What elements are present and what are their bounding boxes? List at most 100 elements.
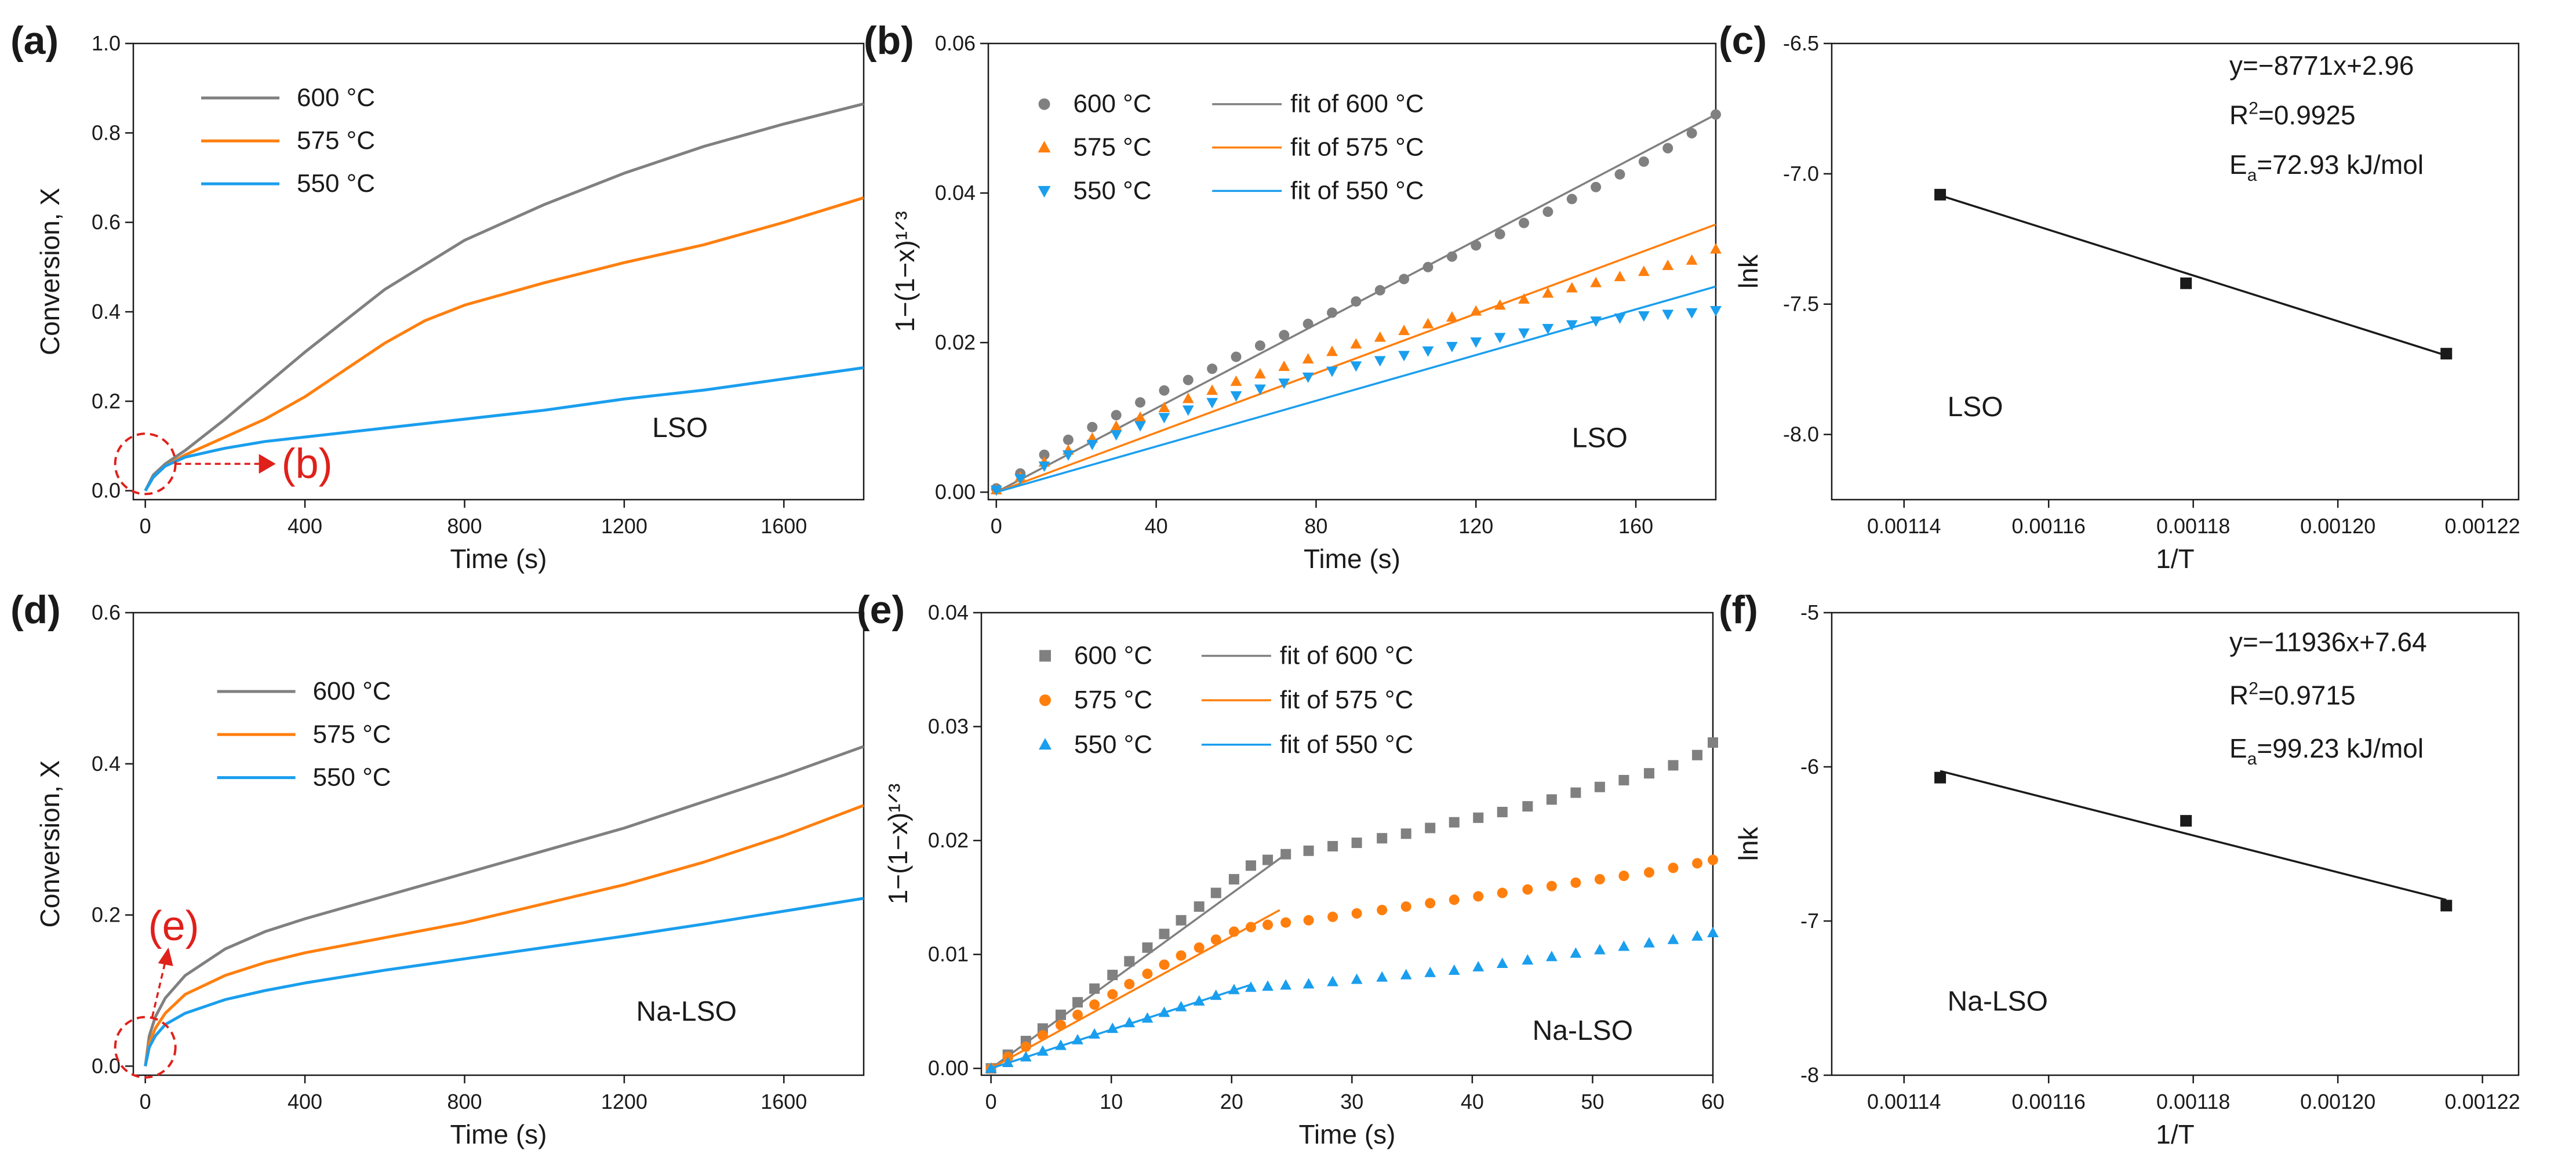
legend-fit-label: fit of 600 °C xyxy=(1290,90,1424,118)
y-tick-label: 0.6 xyxy=(92,600,121,624)
x-tick-label: 1200 xyxy=(601,1090,647,1113)
fit-line xyxy=(1940,194,2447,356)
data-point xyxy=(1303,845,1314,856)
data-point xyxy=(1302,372,1314,383)
data-point xyxy=(1158,413,1170,424)
data-point xyxy=(1176,915,1187,926)
data-point xyxy=(1193,995,1205,1006)
x-tick-label: 10 xyxy=(1100,1090,1123,1113)
x-tick-label: 0 xyxy=(991,514,1002,538)
x-tick-label: 0 xyxy=(140,1090,151,1113)
data-point xyxy=(1327,976,1338,987)
y-tick-label: 0.01 xyxy=(928,942,969,966)
x-axis-title: Time (s) xyxy=(450,1119,547,1149)
data-point xyxy=(1279,330,1290,341)
data-point xyxy=(1210,934,1221,945)
ea-subscript: a xyxy=(2247,749,2257,769)
legend-label: 575 °C xyxy=(313,720,391,748)
data-point xyxy=(1934,188,1946,201)
data-point xyxy=(1400,901,1411,912)
data-point xyxy=(1327,307,1338,318)
data-point xyxy=(1107,970,1118,981)
legend-label: 550 °C xyxy=(297,169,375,198)
y-tick-label: -7.0 xyxy=(1783,162,1819,185)
y-tick-label: 0.4 xyxy=(92,300,121,323)
data-point xyxy=(1123,1017,1136,1028)
data-point xyxy=(1398,325,1410,336)
plot-frame xyxy=(980,612,1714,1076)
x-tick-label: 80 xyxy=(1304,514,1327,538)
data-point xyxy=(1377,905,1388,915)
data-point xyxy=(1142,969,1153,980)
y-axis-title: lnk xyxy=(1733,254,1763,289)
data-point xyxy=(1072,997,1083,1008)
x-tick-label: 800 xyxy=(447,1090,482,1113)
data-point xyxy=(1351,908,1362,919)
data-point xyxy=(1159,929,1170,940)
r-squared: R2=0.9715 xyxy=(2229,679,2355,710)
data-point xyxy=(1110,420,1122,431)
data-point xyxy=(1710,243,1722,254)
x-tick-label: 0.00122 xyxy=(2445,514,2520,538)
data-point xyxy=(1110,430,1122,441)
data-point xyxy=(1446,311,1458,322)
data-point xyxy=(1014,474,1027,485)
data-point xyxy=(985,1062,997,1073)
y-tick-label: 0.04 xyxy=(935,181,976,205)
data-point xyxy=(1522,884,1533,895)
legend-label: 575 °C xyxy=(297,126,375,155)
callout-arrow-head xyxy=(259,454,276,474)
data-point xyxy=(1245,981,1257,992)
data-point xyxy=(1594,781,1605,792)
data-point xyxy=(1662,310,1674,321)
data-point xyxy=(1496,958,1508,969)
data-point xyxy=(1280,849,1291,860)
legend-label: 600 °C xyxy=(1074,90,1152,118)
data-point xyxy=(1594,873,1605,885)
data-point xyxy=(1570,877,1581,888)
legend-label: 575 °C xyxy=(1074,133,1152,162)
data-point xyxy=(990,485,1002,496)
data-point xyxy=(1374,356,1386,367)
x-axis-title: Time (s) xyxy=(1299,1119,1396,1149)
data-point xyxy=(1522,954,1534,965)
data-point xyxy=(1262,854,1274,865)
x-tick-label: 1600 xyxy=(761,1090,807,1113)
x-tick-label: 400 xyxy=(288,514,322,538)
data-point xyxy=(1182,405,1194,416)
data-point xyxy=(1135,397,1146,408)
data-point xyxy=(1278,361,1290,372)
data-point xyxy=(1374,285,1385,296)
y-axis-title: Conversion, X xyxy=(35,188,65,355)
data-point xyxy=(1472,960,1485,971)
plot-frame xyxy=(1831,42,2520,501)
data-point xyxy=(1175,1000,1187,1011)
data-point xyxy=(1618,940,1630,951)
legend-label: 550 °C xyxy=(1074,176,1152,205)
data-point xyxy=(1086,439,1098,450)
x-tick-label: 1600 xyxy=(761,514,807,538)
x-tick-label: 120 xyxy=(1458,514,1493,538)
data-point xyxy=(1039,449,1050,460)
data-point xyxy=(2440,900,2453,912)
data-point xyxy=(1692,749,1703,760)
x-tick-label: 800 xyxy=(447,514,482,538)
data-point xyxy=(1254,384,1266,395)
r-letter: R xyxy=(2229,100,2248,130)
data-point xyxy=(1210,989,1222,1000)
y-tick-label: -8.0 xyxy=(1783,423,1819,446)
y-tick-label: 0.03 xyxy=(928,715,969,738)
callout-arrow-head xyxy=(158,947,173,966)
data-point xyxy=(1206,398,1218,409)
data-point xyxy=(1063,434,1074,445)
data-point xyxy=(1519,217,1530,228)
data-point xyxy=(1494,299,1506,310)
plot-frame xyxy=(987,42,1717,501)
legend-fit-label: fit of 550 °C xyxy=(1280,730,1413,759)
data-point xyxy=(1089,999,1100,1010)
data-point xyxy=(1072,1033,1083,1044)
sample-label: Na-LSO xyxy=(636,996,737,1027)
x-tick-label: 0.00116 xyxy=(2011,1090,2085,1113)
legend-label: 550 °C xyxy=(313,763,391,792)
y-tick-label: 0.02 xyxy=(935,330,976,354)
